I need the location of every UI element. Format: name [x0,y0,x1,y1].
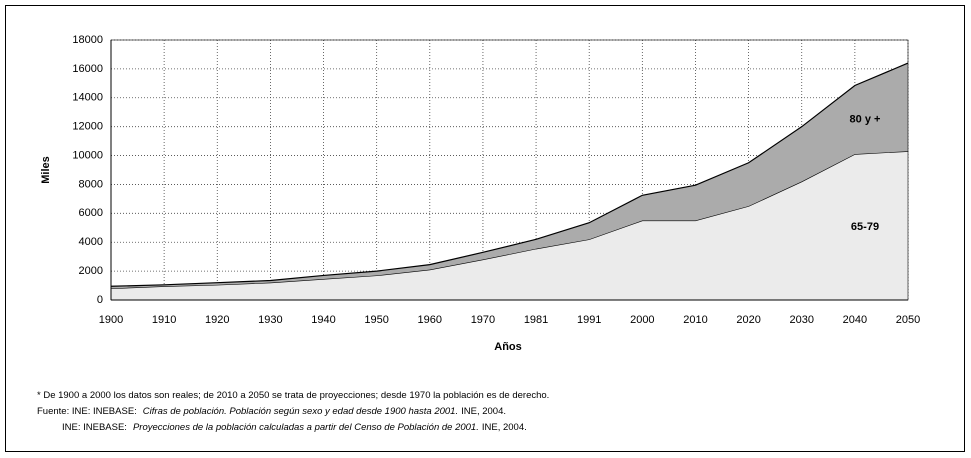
y-tick-label: 8000 [79,178,103,190]
x-axis-label: Años [494,341,522,353]
y-tick-label: 2000 [79,265,103,277]
footnote: * De 1900 a 2000 los datos son reales; d… [37,390,549,401]
footnote-title: Proyecciones de la población calculadas … [133,422,479,433]
footnote-suffix: INE, 2004. [482,422,527,433]
area-line [110,150,909,290]
y-tick-label: 18000 [72,34,103,46]
x-tick-label: 1920 [205,314,229,326]
y-tick-label: 12000 [72,121,103,133]
series-label: 80 y + [850,114,881,126]
y-tick-label: 6000 [79,207,103,219]
x-tick-label: 1970 [471,314,495,326]
footnote-suffix: INE, 2004. [461,406,506,417]
x-tick-label: 1930 [258,314,282,326]
area-line [110,62,909,287]
footnote-title: Cifras de población. Población según sex… [143,406,458,417]
x-tick-label: 2030 [789,314,813,326]
y-tick-label: 14000 [72,92,103,104]
y-tick-label: 16000 [72,63,103,75]
footnote-prefix: Fuente: INE: INEBASE: [37,406,137,417]
y-axis-label: Miles [40,156,52,184]
x-tick-label: 1910 [152,314,176,326]
y-tick-label: 0 [97,294,103,306]
x-tick-label: 2010 [683,314,707,326]
series-label: 65-79 [851,221,879,233]
footnote: Fuente: INE: INEBASE: Cifras de población… [37,406,506,417]
x-tick-label: 1950 [364,314,388,326]
x-tick-label: 1991 [577,314,601,326]
area [111,63,908,289]
footnote: INE: INEBASE: Proyecciones de la població… [62,422,527,433]
footnote-text: * De 1900 a 2000 los datos son reales; d… [37,390,549,401]
x-tick-label: 2050 [896,314,920,326]
x-tick-label: 1940 [311,314,335,326]
y-tick-label: 4000 [79,236,103,248]
x-tick-label: 2020 [736,314,760,326]
footnote-prefix: INE: INEBASE: [62,422,127,433]
x-tick-label: 1981 [524,314,548,326]
x-tick-label: 1900 [99,314,123,326]
y-tick-label: 10000 [72,149,103,161]
x-tick-label: 1960 [418,314,442,326]
x-tick-label: 2000 [630,314,654,326]
plot-border [110,39,909,301]
x-tick-label: 2040 [843,314,867,326]
area [111,151,908,300]
